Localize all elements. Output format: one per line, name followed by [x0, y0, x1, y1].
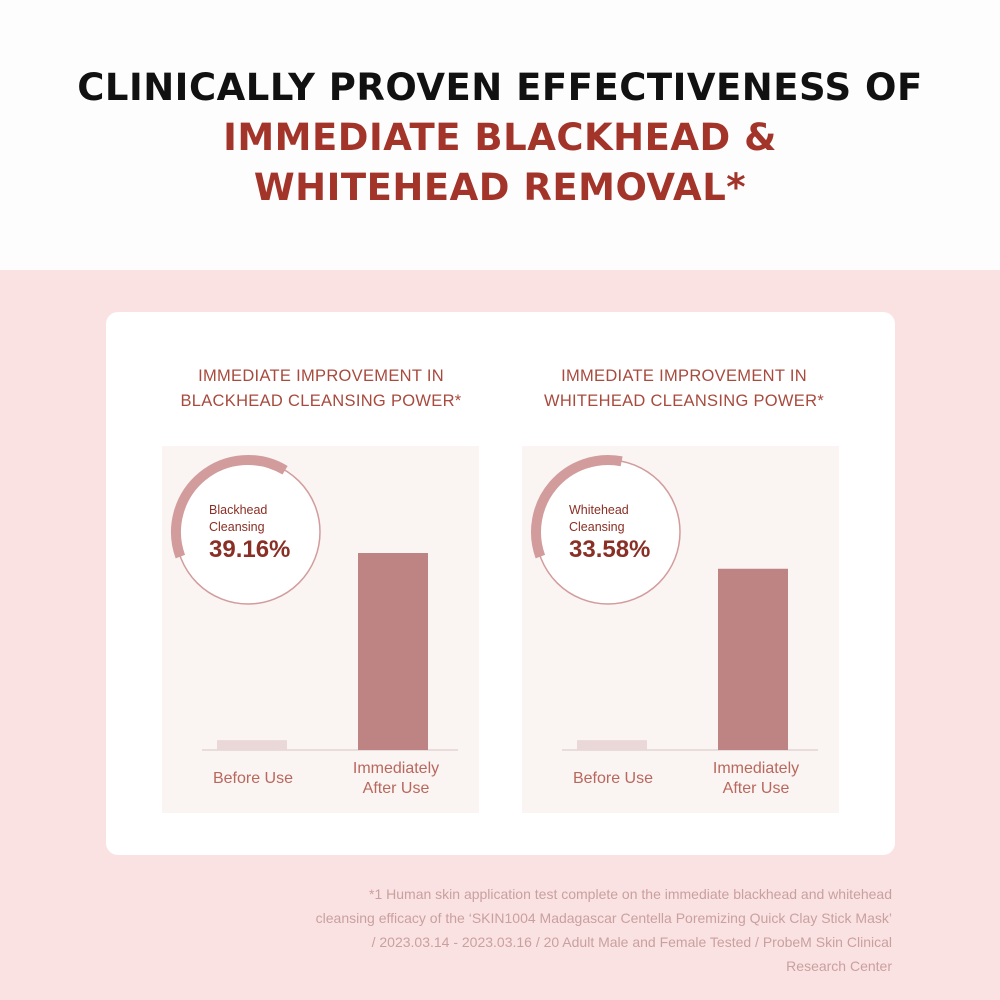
chart-1-ring-arc: [171, 455, 288, 559]
chart-2-category-before-line-1: Before Use: [572, 770, 654, 787]
results-card: IMMEDIATE IMPROVEMENT IN BLACKHEAD CLEAN…: [106, 312, 895, 855]
chart-1-bar-before: [217, 740, 287, 750]
chart-2-svg: [531, 455, 818, 751]
chart-1-heading: IMMEDIATE IMPROVEMENT IN BLACKHEAD CLEAN…: [141, 364, 501, 414]
chart-1-callout-value: 39.16%: [209, 536, 291, 563]
chart-1-category-after-line-2: After Use: [362, 780, 430, 797]
title-line-3: WHITEHEAD REMOVAL*: [253, 166, 747, 209]
chart-1-bar-after: [358, 553, 428, 750]
chart-2-category-before: Before Use: [553, 769, 673, 789]
chart-1-title-line-1: IMMEDIATE IMPROVEMENT IN: [198, 367, 444, 385]
chart-2-callout-label: Whitehead Cleansing: [569, 502, 629, 536]
chart-1-callout-label-line-2: Cleansing: [209, 520, 265, 534]
chart-1-category-before: Before Use: [193, 769, 313, 789]
chart-1-title-line-2: BLACKHEAD CLEANSING POWER*: [180, 392, 462, 410]
chart-1-panel: Blackhead Cleansing 39.16% Before Use Im…: [162, 446, 479, 813]
chart-2-title-line-2: WHITEHEAD CLEANSING POWER*: [543, 392, 825, 410]
chart-1-svg: [171, 455, 458, 751]
footnote-line-4: Research Center: [786, 958, 892, 974]
footnote-line-2: cleansing efficacy of the ‘SKIN1004 Mada…: [315, 910, 892, 926]
footnote: *1 Human skin application test complete …: [200, 882, 892, 978]
chart-1-callout-label: Blackhead Cleansing: [209, 502, 267, 536]
title-line-2: IMMEDIATE BLACKHEAD &: [223, 116, 777, 159]
chart-2-category-after-line-2: After Use: [722, 780, 790, 797]
chart-2-callout-value: 33.58%: [569, 536, 651, 563]
chart-2-title-line-1: IMMEDIATE IMPROVEMENT IN: [561, 367, 807, 385]
chart-1-category-after-line-1: Immediately: [352, 760, 440, 777]
chart-2-ring-arc: [531, 455, 623, 559]
chart-1-category-before-line-1: Before Use: [212, 770, 294, 787]
chart-2-bar-after: [718, 568, 788, 750]
chart-2-bar-before: [577, 740, 647, 750]
chart-1-callout-label-line-1: Blackhead: [209, 503, 268, 517]
chart-2-panel: Whitehead Cleansing 33.58% Before Use Im…: [522, 446, 839, 813]
chart-1-category-after: Immediately After Use: [336, 759, 456, 799]
footnote-line-1: *1 Human skin application test complete …: [369, 886, 892, 902]
header: CLINICALLY PROVEN EFFECTIVENESS OF IMMED…: [0, 0, 1000, 270]
footnote-line-3: / 2023.03.14 - 2023.03.16 / 20 Adult Mal…: [371, 934, 892, 950]
title-line-1: CLINICALLY PROVEN EFFECTIVENESS OF: [77, 66, 923, 109]
chart-2-category-after: Immediately After Use: [696, 759, 816, 799]
chart-2-heading: IMMEDIATE IMPROVEMENT IN WHITEHEAD CLEAN…: [504, 364, 864, 414]
chart-2-callout-label-line-2: Cleansing: [569, 520, 625, 534]
chart-2-callout-label-line-1: Whitehead: [569, 503, 629, 517]
chart-2-category-after-line-1: Immediately: [712, 760, 800, 777]
